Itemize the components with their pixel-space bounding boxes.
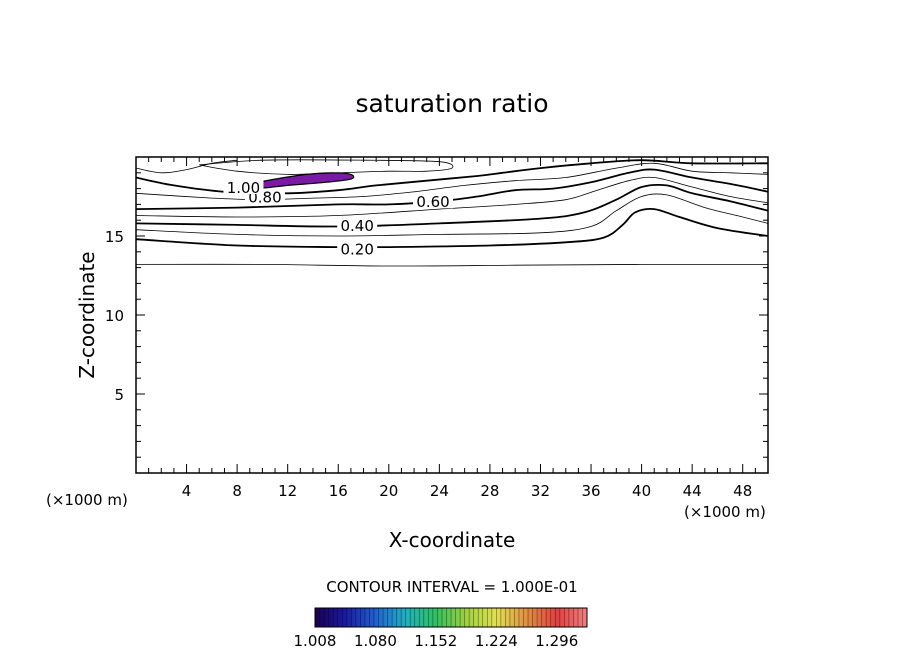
contour-line: [136, 159, 238, 174]
y-axis-ticks: [136, 156, 768, 474]
colorbar-tick-label: 1.008: [294, 632, 337, 650]
contour-line: [199, 159, 454, 175]
contour-label: 0.60: [416, 193, 449, 211]
x-tick-label: 4: [182, 482, 192, 500]
colorbar-tick-label: 1.296: [535, 632, 578, 650]
contour-line: [136, 263, 768, 267]
x-axis-ticks: [135, 157, 769, 473]
contour-line: [136, 183, 768, 228]
contour-line: [136, 176, 768, 218]
colorbar-tick-label: 1.152: [414, 632, 457, 650]
contour-lines: [136, 159, 768, 267]
contour-label-bg: [413, 193, 454, 209]
contour-labels: 0.200.400.600.801.00: [223, 179, 454, 259]
contour-label: 0.40: [340, 217, 373, 235]
contour-label-bg: [223, 179, 264, 195]
contour-line: [136, 207, 768, 249]
x-tick-label: 28: [480, 482, 499, 500]
chart-title: saturation ratio: [355, 89, 548, 118]
x-unit-left: (×1000 m): [46, 491, 128, 509]
y-tick-label: 5: [114, 386, 124, 404]
y-tick-label: 10: [105, 307, 124, 325]
contour-label-bg: [337, 240, 378, 256]
x-tick-label: 20: [379, 482, 398, 500]
x-axis-tick-labels: 4 8 12 16 20 24 28 32 36 40 44 48: [182, 482, 752, 500]
contour-label-bg: [337, 216, 378, 232]
colorbar-tick-label: 1.224: [475, 632, 518, 650]
y-axis-tick-labels: 5 10 15: [105, 228, 124, 404]
x-tick-label: 24: [430, 482, 449, 500]
contour-label: 0.20: [340, 241, 373, 259]
contour-line: [136, 193, 768, 237]
colorbar-tick-label: 1.080: [354, 632, 397, 650]
y-tick-label: 15: [105, 228, 124, 246]
x-tick-label: 48: [733, 482, 752, 500]
x-tick-label: 32: [531, 482, 550, 500]
contour-label: 1.00: [227, 179, 260, 197]
x-tick-label: 12: [278, 482, 297, 500]
contour-line: [136, 168, 768, 210]
y-axis-label: Z-coordinate: [75, 251, 99, 378]
x-tick-label: 16: [329, 482, 348, 500]
x-tick-label: 40: [632, 482, 651, 500]
colorbar: [314, 607, 588, 628]
x-tick-label: 44: [683, 482, 702, 500]
x-tick-label: 8: [232, 482, 242, 500]
x-unit-right: (×1000 m): [684, 503, 766, 521]
contour-interval-text: CONTOUR INTERVAL = 1.000E-01: [326, 578, 577, 596]
x-tick-label: 36: [581, 482, 600, 500]
colorbar-tick-labels: 1.008 1.080 1.152 1.224 1.296: [294, 632, 579, 650]
x-axis-label: X-coordinate: [389, 528, 516, 552]
